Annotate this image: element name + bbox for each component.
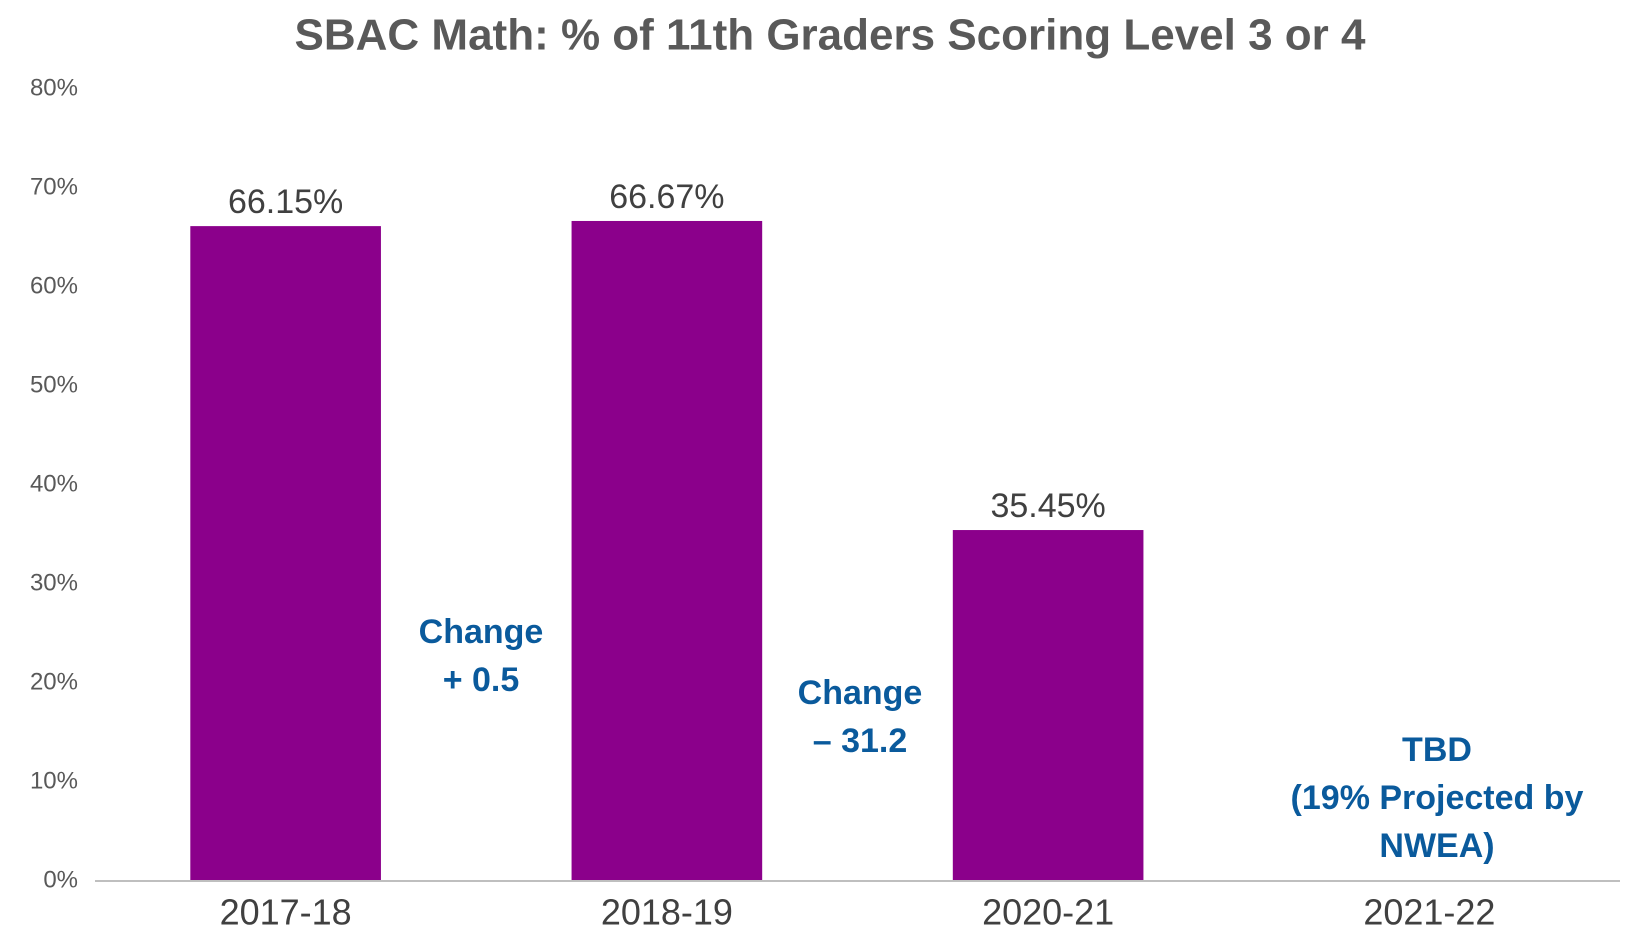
y-tick-label: 50% — [30, 371, 78, 398]
y-tick-label: 0% — [43, 866, 78, 893]
annotation-line: – 31.2 — [813, 722, 908, 760]
y-tick-label: 70% — [30, 173, 78, 200]
annotation-line: + 0.5 — [443, 661, 520, 699]
data-label: 66.15% — [228, 183, 343, 221]
chart-title: SBAC Math: % of 11th Graders Scoring Lev… — [295, 11, 1366, 60]
y-tick-label: 20% — [30, 668, 78, 695]
y-tick-label: 30% — [30, 569, 78, 596]
y-tick-label: 60% — [30, 272, 78, 299]
x-tick-label: 2021-22 — [1363, 892, 1495, 933]
x-tick-label: 2017-18 — [220, 892, 352, 933]
bar — [190, 226, 381, 882]
annotation-line: Change — [798, 674, 923, 712]
y-tick-label: 40% — [30, 470, 78, 497]
annotation-line: TBD — [1402, 731, 1472, 769]
annotation: Change – 31.2 — [798, 674, 923, 760]
data-label: 66.67% — [609, 178, 724, 216]
y-tick-label: 80% — [30, 74, 78, 101]
annotation: TBD (19% Projected by NWEA) — [1291, 731, 1584, 865]
annotation: Change + 0.5 — [419, 613, 544, 699]
x-tick-label: 2020-21 — [982, 892, 1114, 933]
y-tick-label: 10% — [30, 767, 78, 794]
bar — [571, 220, 763, 882]
annotation-line: (19% Projected by — [1291, 779, 1584, 817]
annotation-line: NWEA) — [1379, 827, 1494, 865]
data-label: 35.45% — [990, 487, 1105, 525]
x-tick-label: 2018-19 — [601, 892, 733, 933]
annotation-line: Change — [419, 613, 544, 651]
bar — [952, 530, 1144, 881]
